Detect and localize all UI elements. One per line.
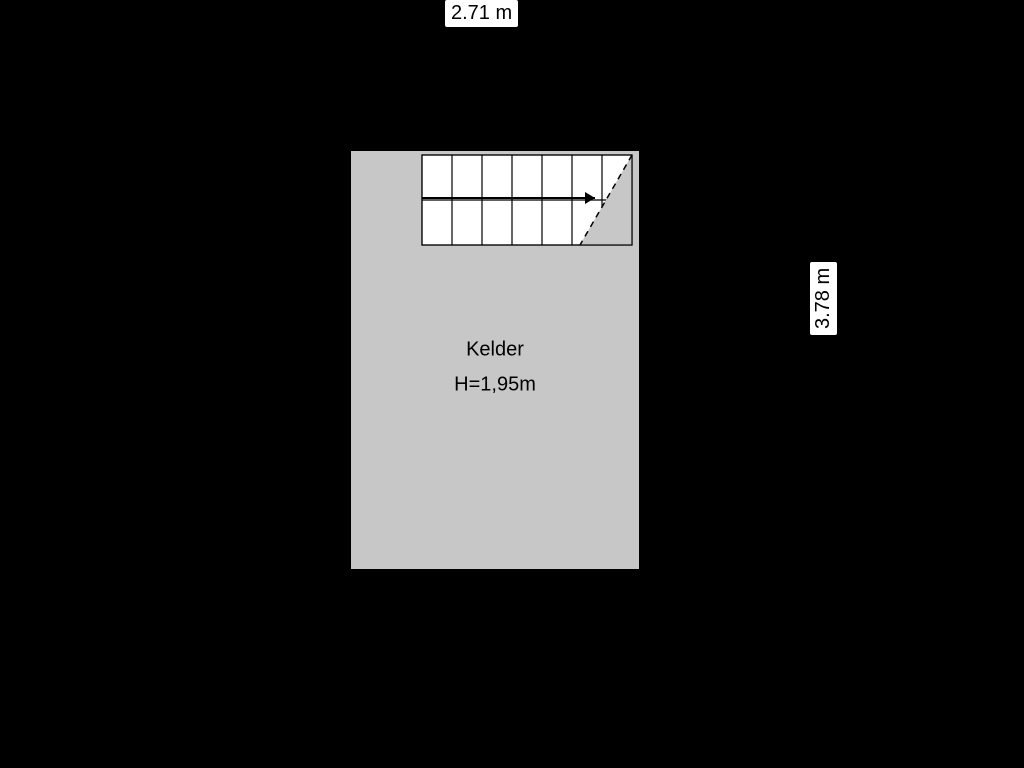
dimension-right-label: 3.78 m <box>810 262 837 335</box>
dimension-top-label: 2.71 m <box>445 0 518 27</box>
floorplan-canvas: 2.71 m 3.78 m Kelder H=1,95m <box>0 0 1024 768</box>
room-name-label: Kelder <box>466 339 524 362</box>
room-height-label: H=1,95m <box>454 374 536 397</box>
